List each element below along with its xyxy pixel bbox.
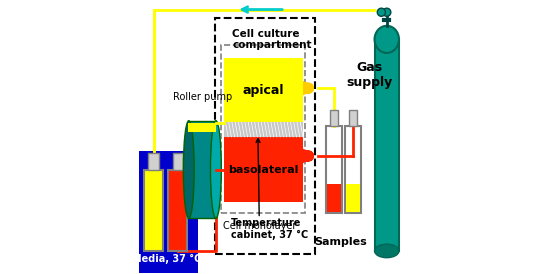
Bar [189, 121, 216, 218]
Circle shape [383, 8, 391, 16]
Text: basolateral: basolateral [228, 165, 299, 175]
Bar [188, 124, 217, 132]
Circle shape [377, 8, 386, 16]
Text: Media, 37 °C: Media, 37 °C [132, 254, 202, 264]
Text: Roller pump: Roller pump [173, 92, 232, 102]
FancyBboxPatch shape [144, 170, 163, 251]
FancyBboxPatch shape [173, 153, 184, 170]
Ellipse shape [375, 26, 399, 53]
Bar [326, 126, 342, 213]
Text: Temperature
cabinet, 37 °C: Temperature cabinet, 37 °C [231, 218, 308, 240]
Bar [349, 110, 357, 126]
Bar [345, 126, 361, 213]
Text: Gas
supply: Gas supply [346, 61, 392, 89]
FancyBboxPatch shape [138, 150, 198, 273]
Text: Cell culture
compartment: Cell culture compartment [232, 28, 312, 50]
FancyBboxPatch shape [224, 58, 302, 124]
Ellipse shape [184, 121, 194, 218]
Ellipse shape [375, 244, 399, 258]
Bar [327, 184, 340, 212]
Text: Samples: Samples [314, 237, 367, 247]
Bar [375, 39, 399, 251]
Ellipse shape [211, 121, 222, 218]
FancyBboxPatch shape [148, 153, 159, 170]
Text: apical: apical [243, 84, 284, 97]
FancyBboxPatch shape [224, 122, 302, 137]
Bar [346, 184, 359, 212]
Text: Cell monolayer: Cell monolayer [223, 139, 296, 231]
FancyBboxPatch shape [168, 170, 187, 251]
Bar [330, 110, 338, 126]
FancyBboxPatch shape [224, 137, 302, 202]
